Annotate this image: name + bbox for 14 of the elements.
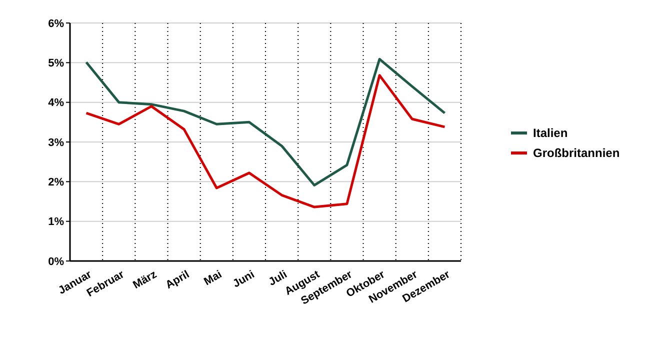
y-tick-label: 4% bbox=[48, 97, 64, 110]
legend-label: Italien bbox=[533, 126, 568, 140]
y-tick-label: 6% bbox=[48, 18, 64, 30]
y-tick-label: 1% bbox=[48, 216, 64, 228]
y-tick-label: 2% bbox=[48, 176, 64, 189]
legend-label: Großbritannien bbox=[533, 146, 620, 160]
x-tick-label: Mai bbox=[202, 268, 224, 288]
y-tick-label: 5% bbox=[48, 58, 64, 70]
x-tick-label: Juni bbox=[231, 268, 257, 290]
x-tick-label: März bbox=[131, 268, 160, 292]
y-tick-label: 0% bbox=[48, 256, 64, 268]
line-series bbox=[85, 74, 446, 208]
y-tick-label: 3% bbox=[48, 136, 64, 149]
line-series bbox=[85, 58, 446, 186]
